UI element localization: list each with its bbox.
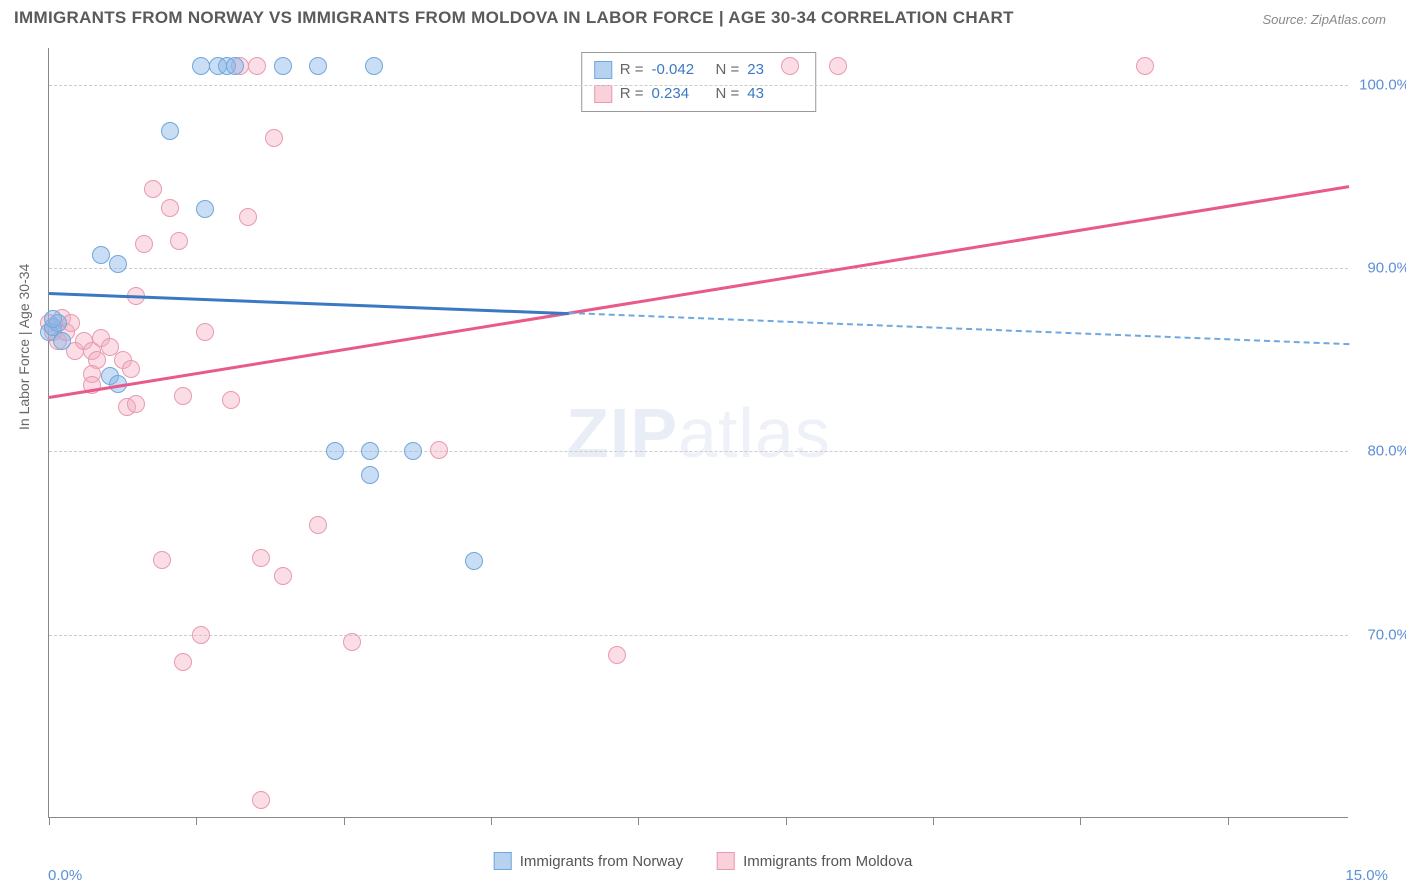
data-point: [361, 442, 379, 460]
data-point: [309, 516, 327, 534]
data-point: [309, 57, 327, 75]
data-point: [92, 246, 110, 264]
x-tick: [344, 817, 345, 825]
trend-line: [569, 312, 1349, 345]
data-point: [274, 57, 292, 75]
x-tick: [786, 817, 787, 825]
data-point: [109, 255, 127, 273]
data-point: [192, 626, 210, 644]
data-point: [161, 199, 179, 217]
data-point: [161, 122, 179, 140]
data-point: [127, 395, 145, 413]
source-attribution: Source: ZipAtlas.com: [1262, 12, 1386, 27]
watermark-bold: ZIP: [566, 394, 678, 472]
y-axis-title: In Labor Force | Age 30-34: [16, 264, 32, 430]
data-point: [252, 549, 270, 567]
data-point: [192, 57, 210, 75]
data-point: [248, 57, 266, 75]
correlation-row: R =-0.042N =23: [594, 58, 804, 82]
data-point: [222, 391, 240, 409]
x-tick: [1080, 817, 1081, 825]
watermark: ZIPatlas: [566, 393, 831, 473]
data-point: [122, 360, 140, 378]
data-point: [135, 235, 153, 253]
data-point: [239, 208, 257, 226]
correlation-legend: R =-0.042N =23R =0.234N =43: [581, 52, 817, 112]
legend-swatch: [594, 85, 612, 103]
data-point: [343, 633, 361, 651]
x-tick: [933, 817, 934, 825]
data-point: [226, 57, 244, 75]
data-point: [144, 180, 162, 198]
gridline: [49, 268, 1348, 269]
data-point: [404, 442, 422, 460]
gridline: [49, 635, 1348, 636]
data-point: [365, 57, 383, 75]
x-tick: [638, 817, 639, 825]
data-point: [196, 323, 214, 341]
data-point: [361, 466, 379, 484]
legend-swatch: [494, 852, 512, 870]
n-label: N =: [716, 58, 740, 82]
x-axis-min-label: 0.0%: [48, 867, 82, 884]
data-point: [1136, 57, 1154, 75]
data-point: [430, 441, 448, 459]
legend-item: Immigrants from Norway: [494, 852, 683, 870]
y-tick-label: 100.0%: [1359, 76, 1406, 93]
watermark-thin: atlas: [678, 394, 831, 472]
r-value: -0.042: [652, 58, 708, 82]
data-point: [170, 232, 188, 250]
data-point: [265, 129, 283, 147]
chart-title: IMMIGRANTS FROM NORWAY VS IMMIGRANTS FRO…: [14, 8, 1014, 28]
plot-area: ZIPatlas R =-0.042N =23R =0.234N =43 70.…: [48, 48, 1348, 818]
y-tick-label: 90.0%: [1367, 260, 1406, 277]
data-point: [326, 442, 344, 460]
x-tick: [1228, 817, 1229, 825]
data-point: [608, 646, 626, 664]
legend-label: Immigrants from Moldova: [743, 853, 912, 870]
data-point: [153, 551, 171, 569]
x-tick: [491, 817, 492, 825]
data-point: [781, 57, 799, 75]
y-tick-label: 80.0%: [1367, 443, 1406, 460]
y-tick-label: 70.0%: [1367, 626, 1406, 643]
data-point: [44, 310, 62, 328]
data-point: [465, 552, 483, 570]
data-point: [174, 387, 192, 405]
legend-label: Immigrants from Norway: [520, 853, 683, 870]
legend-swatch: [717, 852, 735, 870]
r-label: R =: [620, 58, 644, 82]
data-point: [53, 332, 71, 350]
data-point: [829, 57, 847, 75]
gridline: [49, 85, 1348, 86]
gridline: [49, 451, 1348, 452]
data-point: [174, 653, 192, 671]
trend-line: [49, 292, 569, 315]
data-point: [274, 567, 292, 585]
series-legend: Immigrants from Norway Immigrants from Mo…: [494, 852, 913, 870]
x-axis-max-label: 15.0%: [1345, 867, 1388, 884]
data-point: [196, 200, 214, 218]
x-tick: [196, 817, 197, 825]
x-tick: [49, 817, 50, 825]
legend-swatch: [594, 61, 612, 79]
legend-item: Immigrants from Moldova: [717, 852, 912, 870]
data-point: [252, 791, 270, 809]
